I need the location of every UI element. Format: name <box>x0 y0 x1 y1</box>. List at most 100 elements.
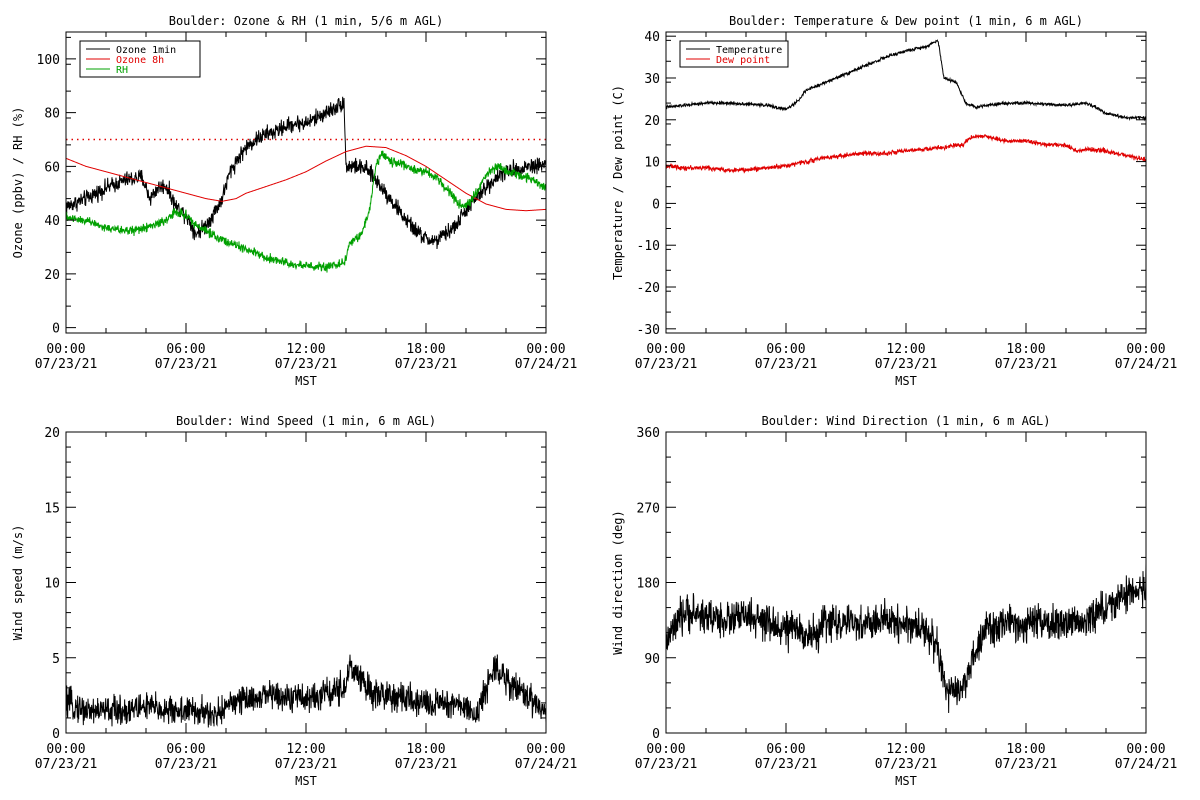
x-tick-label: 00:00 <box>1126 742 1165 757</box>
plot-area <box>66 654 546 728</box>
series-line-1 <box>666 39 1146 122</box>
x-tick-date: 07/23/21 <box>875 757 938 772</box>
x-tick-date: 07/24/21 <box>515 757 578 772</box>
series-line-1 <box>66 654 546 728</box>
y-tick-label: 0 <box>652 197 660 212</box>
x-tick-date: 07/23/21 <box>275 757 338 772</box>
y-tick-label: -10 <box>637 239 660 254</box>
x-tick-label: 00:00 <box>646 342 685 357</box>
y-tick-label: -20 <box>637 281 660 296</box>
x-tick-label: 00:00 <box>46 342 85 357</box>
legend-label-1: Temperature <box>716 45 782 56</box>
x-tick-date: 07/23/21 <box>755 357 818 372</box>
x-tick-date: 07/23/21 <box>155 357 218 372</box>
y-tick-label: 90 <box>644 652 660 667</box>
y-tick-label: 30 <box>644 72 660 87</box>
axis-frame <box>665 31 1147 334</box>
y-axis-label: Temperature / Dew point (C) <box>611 85 625 280</box>
chart-title: Boulder: Wind Direction (1 min, 6 m AGL) <box>762 414 1051 428</box>
x-tick-date: 07/23/21 <box>875 357 938 372</box>
plot-area <box>66 96 546 273</box>
x-tick-date: 07/23/21 <box>275 357 338 372</box>
x-tick-date: 07/23/21 <box>395 357 458 372</box>
x-tick-label: 18:00 <box>1006 342 1045 357</box>
x-tick-date: 07/23/21 <box>635 757 698 772</box>
y-tick-label: 15 <box>44 501 60 516</box>
legend-box <box>679 40 789 68</box>
panel-3: Boulder: Wind Speed (1 min, 6 m AGL) 00:0… <box>11 414 577 788</box>
legend-label-2: Dew point <box>716 55 770 66</box>
series-line-2 <box>66 145 546 212</box>
y-tick-label: 10 <box>644 156 660 171</box>
x-tick-label: 12:00 <box>286 342 325 357</box>
plot-area <box>666 563 1146 713</box>
y-tick-label: 0 <box>652 727 660 742</box>
y-tick-label: 60 <box>44 160 60 175</box>
x-tick-label: 12:00 <box>286 742 325 757</box>
x-tick-label: 18:00 <box>406 742 445 757</box>
x-tick-date: 07/24/21 <box>1115 757 1178 772</box>
x-tick-label: 18:00 <box>406 342 445 357</box>
x-tick-date: 07/24/21 <box>1115 357 1178 372</box>
x-tick-date: 07/23/21 <box>995 757 1058 772</box>
y-tick-label: 80 <box>44 107 60 122</box>
chart-title: Boulder: Ozone & RH (1 min, 5/6 m AGL) <box>169 14 444 28</box>
y-axis-label: Ozone (ppbv) / RH (%) <box>11 107 25 259</box>
y-tick-label: 270 <box>637 501 660 516</box>
x-tick-date: 07/23/21 <box>35 757 98 772</box>
plot-area <box>666 39 1146 174</box>
x-tick-date: 07/23/21 <box>395 757 458 772</box>
panel-4: Boulder: Wind Direction (1 min, 6 m AGL)… <box>611 414 1177 788</box>
x-axis-label: MST <box>295 774 317 788</box>
series-line-1 <box>66 96 546 250</box>
y-tick-label: 20 <box>44 426 60 441</box>
series-line-3 <box>66 150 546 273</box>
x-tick-label: 06:00 <box>766 342 805 357</box>
x-tick-label: 00:00 <box>646 742 685 757</box>
y-axis-label: Wind direction (deg) <box>611 510 625 655</box>
x-tick-label: 06:00 <box>766 742 805 757</box>
x-tick-label: 00:00 <box>526 342 565 357</box>
x-axis-label: MST <box>895 774 917 788</box>
y-axis-label: Wind speed (m/s) <box>11 525 25 641</box>
legend-label-1: Ozone 1min <box>116 45 176 56</box>
y-tick-label: 0 <box>52 727 60 742</box>
y-tick-label: 20 <box>44 268 60 283</box>
y-tick-label: 180 <box>637 577 660 592</box>
x-tick-label: 00:00 <box>46 742 85 757</box>
chart-title: Boulder: Temperature & Dew point (1 min,… <box>729 14 1083 28</box>
y-tick-label: 100 <box>37 53 60 68</box>
series-line-1 <box>666 563 1146 713</box>
x-tick-label: 12:00 <box>886 342 925 357</box>
y-tick-label: 10 <box>44 577 60 592</box>
x-tick-date: 07/23/21 <box>155 757 218 772</box>
x-tick-label: 18:00 <box>1006 742 1045 757</box>
x-tick-label: 06:00 <box>166 742 205 757</box>
x-tick-date: 07/23/21 <box>755 757 818 772</box>
x-tick-label: 12:00 <box>886 742 925 757</box>
x-tick-date: 07/23/21 <box>35 357 98 372</box>
chart-title: Boulder: Wind Speed (1 min, 6 m AGL) <box>176 414 436 428</box>
y-tick-label: 40 <box>44 214 60 229</box>
series-line-2 <box>666 133 1146 174</box>
x-tick-label: 06:00 <box>166 342 205 357</box>
axis-frame <box>65 431 547 734</box>
y-tick-label: 20 <box>644 114 660 129</box>
x-axis-label: MST <box>295 374 317 388</box>
x-tick-date: 07/23/21 <box>635 357 698 372</box>
panel-2: Boulder: Temperature & Dew point (1 min,… <box>611 14 1177 388</box>
y-tick-label: -30 <box>637 323 660 338</box>
y-tick-label: 0 <box>52 322 60 337</box>
x-tick-date: 07/24/21 <box>515 357 578 372</box>
x-tick-label: 00:00 <box>526 742 565 757</box>
y-tick-label: 360 <box>637 426 660 441</box>
axis-frame <box>665 431 1147 734</box>
legend-label-2: Ozone 8h <box>116 55 164 66</box>
y-tick-label: 40 <box>644 30 660 45</box>
x-tick-date: 07/23/21 <box>995 357 1058 372</box>
y-tick-label: 5 <box>52 652 60 667</box>
panel-1: Boulder: Ozone & RH (1 min, 5/6 m AGL)00… <box>11 14 577 388</box>
